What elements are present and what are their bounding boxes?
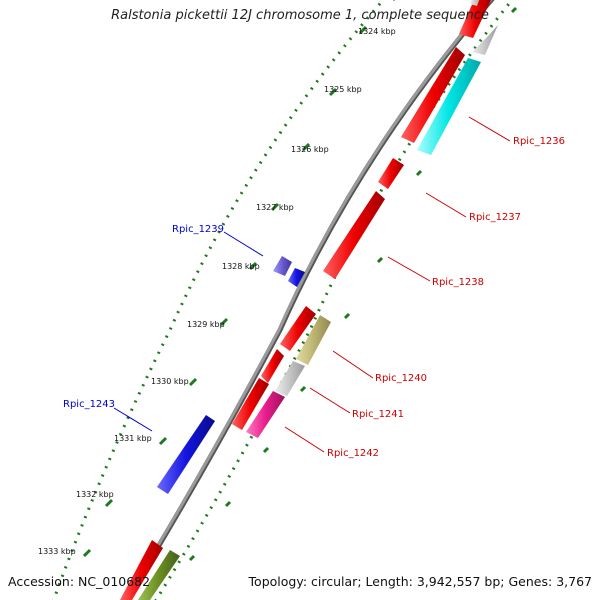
tick-label-1324: 1324 kbp: [358, 27, 396, 36]
gene-rpic-1243[interactable]: [157, 415, 215, 494]
gene-rpic-1239-a[interactable]: [273, 256, 292, 276]
gene-rpic-1236-cyan[interactable]: [417, 58, 481, 155]
topology-info: Topology: circular; Length: 3,942,557 bp…: [248, 574, 592, 589]
gene-bar-top-grey[interactable]: [472, 25, 498, 55]
gene-label-rpic-1240[interactable]: Rpic_1240: [375, 373, 427, 384]
gene-arrow-top[interactable]: [459, 0, 491, 38]
tick-label-1330: 1330 kbp: [151, 377, 189, 386]
gene-arrow-top-grey[interactable]: [470, 0, 482, 6]
tick-marks: [82, 0, 395, 558]
gene-labels: Rpic_1236 Rpic_1237 Rpic_1238 Rpic_1239 …: [63, 136, 565, 459]
gene-label-rpic-1238[interactable]: Rpic_1238: [432, 277, 484, 288]
topology-value: circular: [311, 574, 358, 589]
backbone: [123, 0, 493, 600]
scale-labels: 1324 kbp 1325 kbp 1326 kbp 1327 kbp 1328…: [38, 27, 396, 556]
tick-label-1327: 1327 kbp: [256, 203, 294, 212]
gene-label-rpic-1237[interactable]: Rpic_1237: [469, 212, 521, 223]
tick-label-1328: 1328 kbp: [222, 262, 260, 271]
forward-genes: [120, 0, 498, 600]
map-title: Ralstonia pickettii 12J chromosome 1, co…: [111, 8, 489, 23]
gene-rpic-1236[interactable]: [401, 47, 465, 143]
gene-rpic-1240-olive[interactable]: [296, 315, 331, 365]
genes-value: 3,767: [556, 574, 592, 589]
tick-label-1333: 1333 kbp: [38, 547, 76, 556]
gene-label-rpic-1241[interactable]: Rpic_1241: [352, 409, 404, 420]
gene-rpic-1241-grey[interactable]: [275, 361, 305, 396]
gene-bottom-olive[interactable]: [138, 550, 180, 600]
length-value: 3,942,557 bp: [416, 574, 501, 589]
gene-rpic-1237[interactable]: [378, 158, 404, 189]
leader-lines: [113, 116, 511, 453]
gene-rpic-1241[interactable]: [261, 349, 284, 383]
topology-label: Topology:: [248, 574, 308, 589]
gene-bottom-red[interactable]: [120, 540, 163, 600]
accession-label: Accession:: [8, 574, 75, 589]
tick-label-1325: 1325 kbp: [324, 85, 362, 94]
reverse-genes: [157, 256, 305, 494]
gene-rpic-1242[interactable]: [232, 378, 269, 430]
length-label: Length:: [365, 574, 413, 589]
gene-label-rpic-1242[interactable]: Rpic_1242: [327, 448, 379, 459]
tick-label-1331: 1331 kbp: [114, 434, 152, 443]
gene-rpic-1238[interactable]: [323, 191, 385, 279]
gene-label-rpic-1239[interactable]: Rpic_1239: [172, 224, 224, 235]
tick-label-1326: 1326 kbp: [291, 145, 329, 154]
accession-info: Accession: NC_010682: [8, 574, 150, 589]
genes-label: Genes:: [508, 574, 553, 589]
tick-label-1329: 1329 kbp: [187, 320, 225, 329]
tick-label-1332: 1332 kbp: [76, 490, 114, 499]
gene-rpic-1242-magenta[interactable]: [246, 391, 285, 438]
gene-rpic-1240[interactable]: [280, 306, 316, 351]
accession-value: NC_010682: [78, 574, 151, 589]
gene-rpic-1239-b[interactable]: [288, 268, 305, 287]
gene-label-rpic-1236[interactable]: Rpic_1236: [513, 136, 565, 147]
gene-label-rpic-1243[interactable]: Rpic_1243: [63, 399, 115, 410]
